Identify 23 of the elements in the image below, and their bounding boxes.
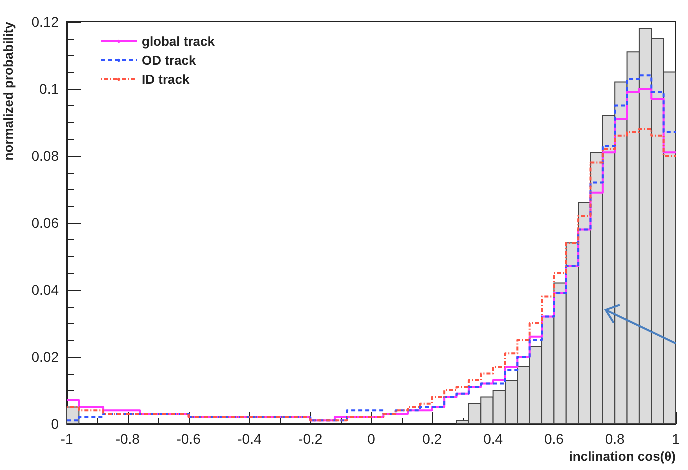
y-tick-label: 0.02 — [32, 349, 60, 365]
legend-label: OD track — [142, 53, 197, 68]
x-tick-label: -1 — [60, 431, 74, 447]
x-tick-label: 0.6 — [544, 431, 564, 447]
legend-label: global track — [142, 34, 216, 49]
x-tick-label: -0.2 — [298, 431, 323, 447]
x-tick-label: 1 — [672, 431, 680, 447]
x-tick-label: 0.8 — [605, 431, 626, 447]
y-tick-label: 0.08 — [32, 148, 60, 164]
x-tick-label: -0.6 — [176, 431, 202, 447]
x-tick-label: 0.2 — [422, 431, 442, 447]
y-tick-label: 0 — [51, 416, 60, 432]
y-tick-label: 0.12 — [32, 14, 60, 30]
x-tick-label: 0.4 — [484, 431, 504, 447]
y-tick-label: 0.04 — [32, 282, 60, 298]
y-tick-label: 0.1 — [40, 81, 60, 97]
y-tick-label: 0.06 — [32, 215, 60, 231]
y-axis-title: normalized probability — [1, 21, 16, 161]
x-tick-label: 0 — [368, 431, 376, 447]
legend-label: ID track — [142, 72, 190, 87]
x-tick-label: -0.4 — [238, 431, 262, 447]
x-tick-label: -0.8 — [116, 431, 140, 447]
x-axis-title: inclination cos(θ) — [569, 449, 676, 464]
